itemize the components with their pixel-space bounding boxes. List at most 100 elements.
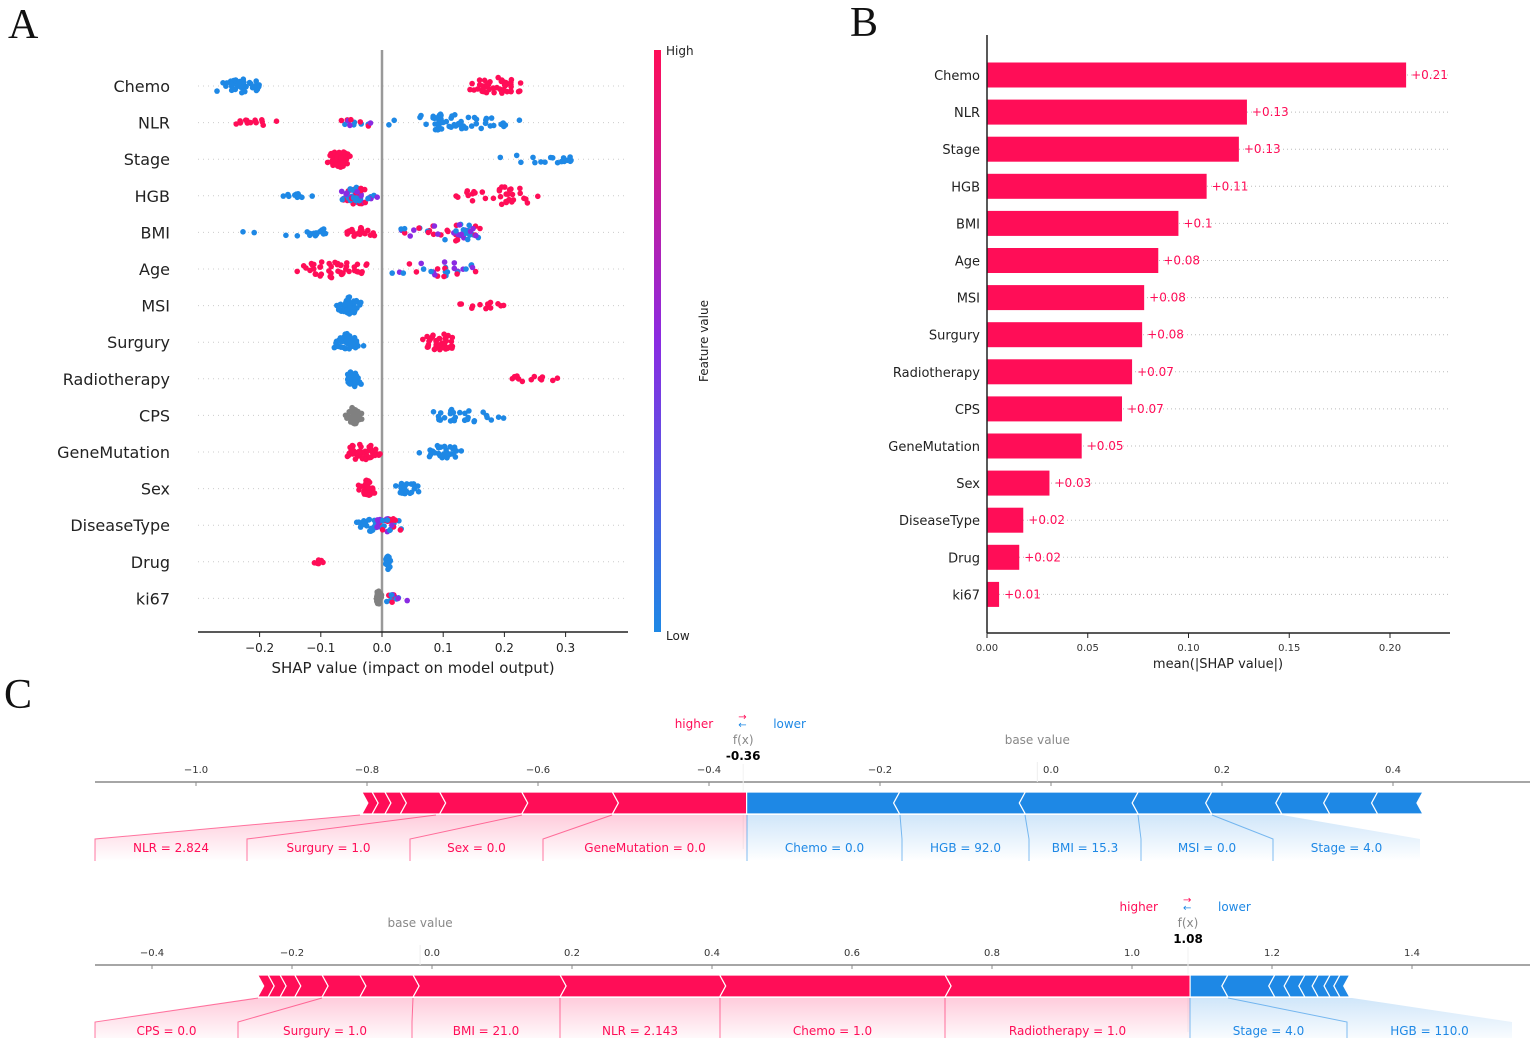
shap-point — [498, 201, 505, 208]
shap-point — [338, 117, 345, 124]
shap-point — [420, 266, 427, 272]
label-connector-line — [411, 997, 414, 1038]
category-label: Chemo — [934, 69, 980, 84]
category-label: MSI — [957, 292, 980, 307]
shap-point — [518, 159, 524, 166]
negative-segment — [1131, 791, 1213, 815]
shap-point — [423, 121, 429, 128]
shap-point — [220, 80, 226, 86]
negative-segment — [1221, 974, 1276, 998]
category-label: Surgury — [929, 329, 980, 344]
beeswarm-x-label: SHAP value (impact on model output) — [271, 659, 554, 677]
shap-point — [466, 222, 473, 229]
feature-value-label: HGB = 92.0 — [930, 841, 1001, 855]
category-label: Stage — [942, 143, 980, 158]
shap-point — [374, 524, 380, 530]
shap-point — [333, 340, 339, 347]
shap-point — [468, 123, 475, 129]
lower-label: lower — [773, 717, 806, 731]
beeswarm-plot: SHAP value (impact on model output) High… — [57, 44, 711, 677]
label-connector — [412, 998, 560, 1038]
x-tick-label: 0.00 — [976, 643, 998, 654]
shap-point — [401, 230, 408, 236]
x-tick-label: −0.2 — [280, 948, 304, 959]
feature-value-label: Sex = 0.0 — [447, 841, 506, 855]
shap-point — [389, 522, 395, 529]
x-tick-label: 0.15 — [1278, 643, 1300, 654]
shap-point — [387, 527, 393, 534]
shap-point — [473, 116, 480, 123]
label-connector-line — [94, 997, 259, 1038]
shap-point — [508, 76, 515, 83]
feature-label: Stage — [124, 150, 170, 169]
negative-segment — [1323, 791, 1379, 815]
shap-point — [501, 82, 508, 88]
bar — [987, 285, 1145, 311]
shap-point — [430, 409, 437, 415]
shap-point — [416, 450, 423, 456]
shap-point — [472, 268, 479, 275]
feature-label: BMI — [141, 223, 171, 242]
feature-value-label: Radiotherapy = 1.0 — [1009, 1024, 1126, 1038]
category-label: Sex — [956, 477, 980, 492]
shap-point — [516, 117, 523, 123]
label-connector — [1138, 815, 1273, 861]
x-tick-label: 1.4 — [1404, 948, 1420, 959]
force-plot-2: −0.4 −0.2 0.0 0.2 0.4 0.6 0.8 1.0 1.2 1.4 base val… — [94, 895, 1530, 1038]
category-label: DiseaseType — [899, 514, 980, 529]
shap-point — [340, 149, 347, 155]
shap-point — [337, 262, 344, 269]
feature-value-label: NLR = 2.143 — [602, 1024, 678, 1038]
shap-point — [430, 231, 437, 238]
feature-label: Sex — [141, 480, 170, 499]
shap-point — [457, 409, 463, 416]
shap-point — [426, 338, 432, 345]
shap-point — [432, 450, 438, 456]
shap-point — [517, 190, 523, 197]
shap-point — [354, 268, 360, 275]
data-label: +0.02 — [1028, 513, 1065, 527]
shap-point — [339, 196, 346, 203]
data-label: +0.08 — [1149, 291, 1186, 305]
shap-point — [386, 122, 392, 128]
shap-point — [303, 265, 309, 271]
shap-point — [487, 123, 494, 129]
label-connector-line — [1227, 997, 1348, 1038]
shap-point — [320, 226, 327, 232]
shap-point — [353, 340, 360, 347]
label-connector — [720, 998, 945, 1038]
positive-segment — [438, 791, 529, 815]
x-tick-label: 0.1 — [434, 641, 453, 655]
shap-point — [515, 88, 522, 95]
shap-point — [473, 232, 479, 239]
negative-segment — [1205, 791, 1283, 815]
category-label: ki67 — [952, 588, 980, 603]
shap-point — [251, 229, 257, 236]
label-connector — [1212, 815, 1420, 861]
shap-point — [342, 301, 349, 308]
shap-point — [531, 373, 538, 380]
shap-point — [500, 415, 507, 421]
shap-point — [490, 195, 497, 202]
negative-segment — [1370, 791, 1424, 815]
shap-point — [435, 413, 442, 420]
shap-point — [441, 273, 447, 280]
shap-point — [469, 198, 476, 204]
shap-point — [476, 77, 483, 83]
shap-point — [344, 260, 350, 266]
shap-point — [358, 299, 364, 306]
category-label: NLR — [954, 106, 980, 121]
shap-point — [488, 115, 495, 121]
label-connector — [1190, 998, 1347, 1038]
shap-point — [417, 114, 423, 121]
shap-point — [509, 191, 516, 198]
negative-segment — [1275, 791, 1331, 815]
shap-point — [488, 417, 495, 423]
shap-point — [342, 412, 349, 419]
shap-point — [348, 446, 355, 453]
shap-point — [482, 195, 489, 202]
negative-segment — [1018, 791, 1140, 815]
shap-point — [483, 305, 489, 312]
shap-point — [473, 121, 480, 127]
